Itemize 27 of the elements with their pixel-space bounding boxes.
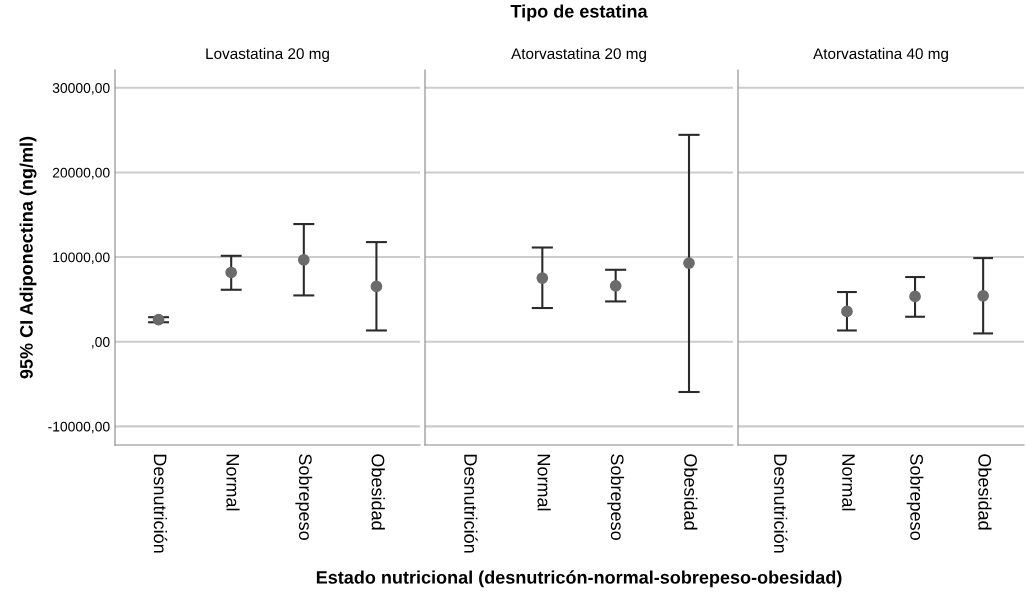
y-tick-label: 10000,00 [53,252,110,264]
x-tick-label: Obesidad [371,454,385,530]
x-axis-title: Estado nutricional (desnutricón-normal-sobrepeso-obesidad) [316,570,842,588]
x-tick-label: Normal [226,454,240,511]
y-tick-label: 20000,00 [52,167,110,180]
chart-title: Atorvastatina 40 mg [813,47,948,63]
point [152,313,165,326]
x-tick-label: Normal [842,454,856,511]
x-tick-label: Obesidad [978,454,992,530]
x-tick-label: Sobrepeso [607,454,625,540]
y-tick-label: ,00 [92,337,110,349]
text: Tipo de estatina [510,4,648,22]
point [297,253,310,266]
x-tick-label: Desnutrición [153,454,168,553]
x-tick-label: Desnutrición [774,454,788,553]
x-tick-label: Obesidad [684,454,698,530]
chart-title: Lovastatina 20 mg [206,47,329,63]
point [225,266,238,279]
y-tick-label: -10000,00 [48,421,110,434]
point [370,280,383,293]
chart-title: Atorvastatina 20 mg [511,47,646,63]
y-tick-label: 30000,00 [52,83,110,95]
x-tick-label: Desnutrición [464,454,478,553]
x-tick-label: Normal [537,454,551,511]
y-axis-title: 95% CI Adiponectina (ng/ml) [19,136,37,379]
x-tick-label: Sobrepeso [295,454,313,540]
x-tick-label: Sobrepeso [906,454,924,540]
